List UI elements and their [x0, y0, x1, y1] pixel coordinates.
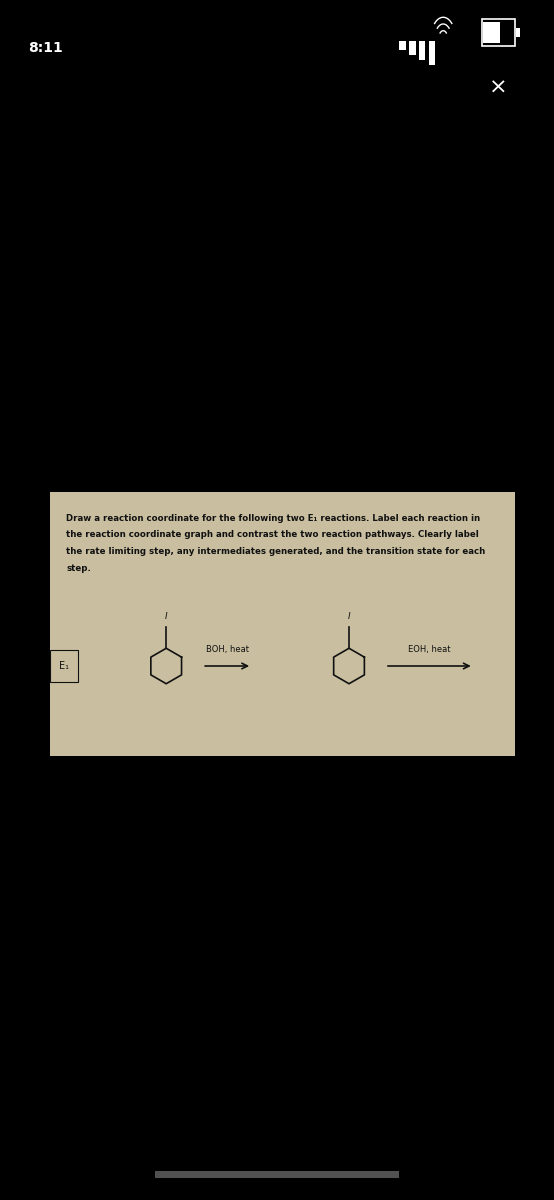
Bar [483, 22, 500, 43]
Text: BOH, heat: BOH, heat [206, 646, 249, 654]
Bar [409, 41, 416, 55]
Text: EOH, heat: EOH, heat [408, 646, 450, 654]
Text: the rate limiting step, any intermediates generated, and the transition state fo: the rate limiting step, any intermediate… [66, 547, 486, 557]
Bar [429, 41, 435, 65]
Text: 8:11: 8:11 [28, 41, 63, 55]
Text: step.: step. [66, 564, 91, 574]
Text: the reaction coordinate graph and contrast the two reaction pathways. Clearly la: the reaction coordinate graph and contra… [66, 530, 479, 540]
Bar [419, 41, 425, 60]
Text: ×: × [489, 78, 508, 98]
Bar [482, 19, 515, 46]
Bar [155, 1171, 399, 1178]
Bar [50, 650, 78, 682]
Text: I: I [348, 612, 350, 622]
Bar [516, 28, 520, 37]
Text: E₁: E₁ [59, 661, 69, 671]
Text: I: I [165, 612, 167, 622]
Bar [399, 41, 406, 50]
Bar [50, 492, 515, 756]
Text: Draw a reaction coordinate for the following two E₁ reactions. Label each reacti: Draw a reaction coordinate for the follo… [66, 514, 481, 523]
